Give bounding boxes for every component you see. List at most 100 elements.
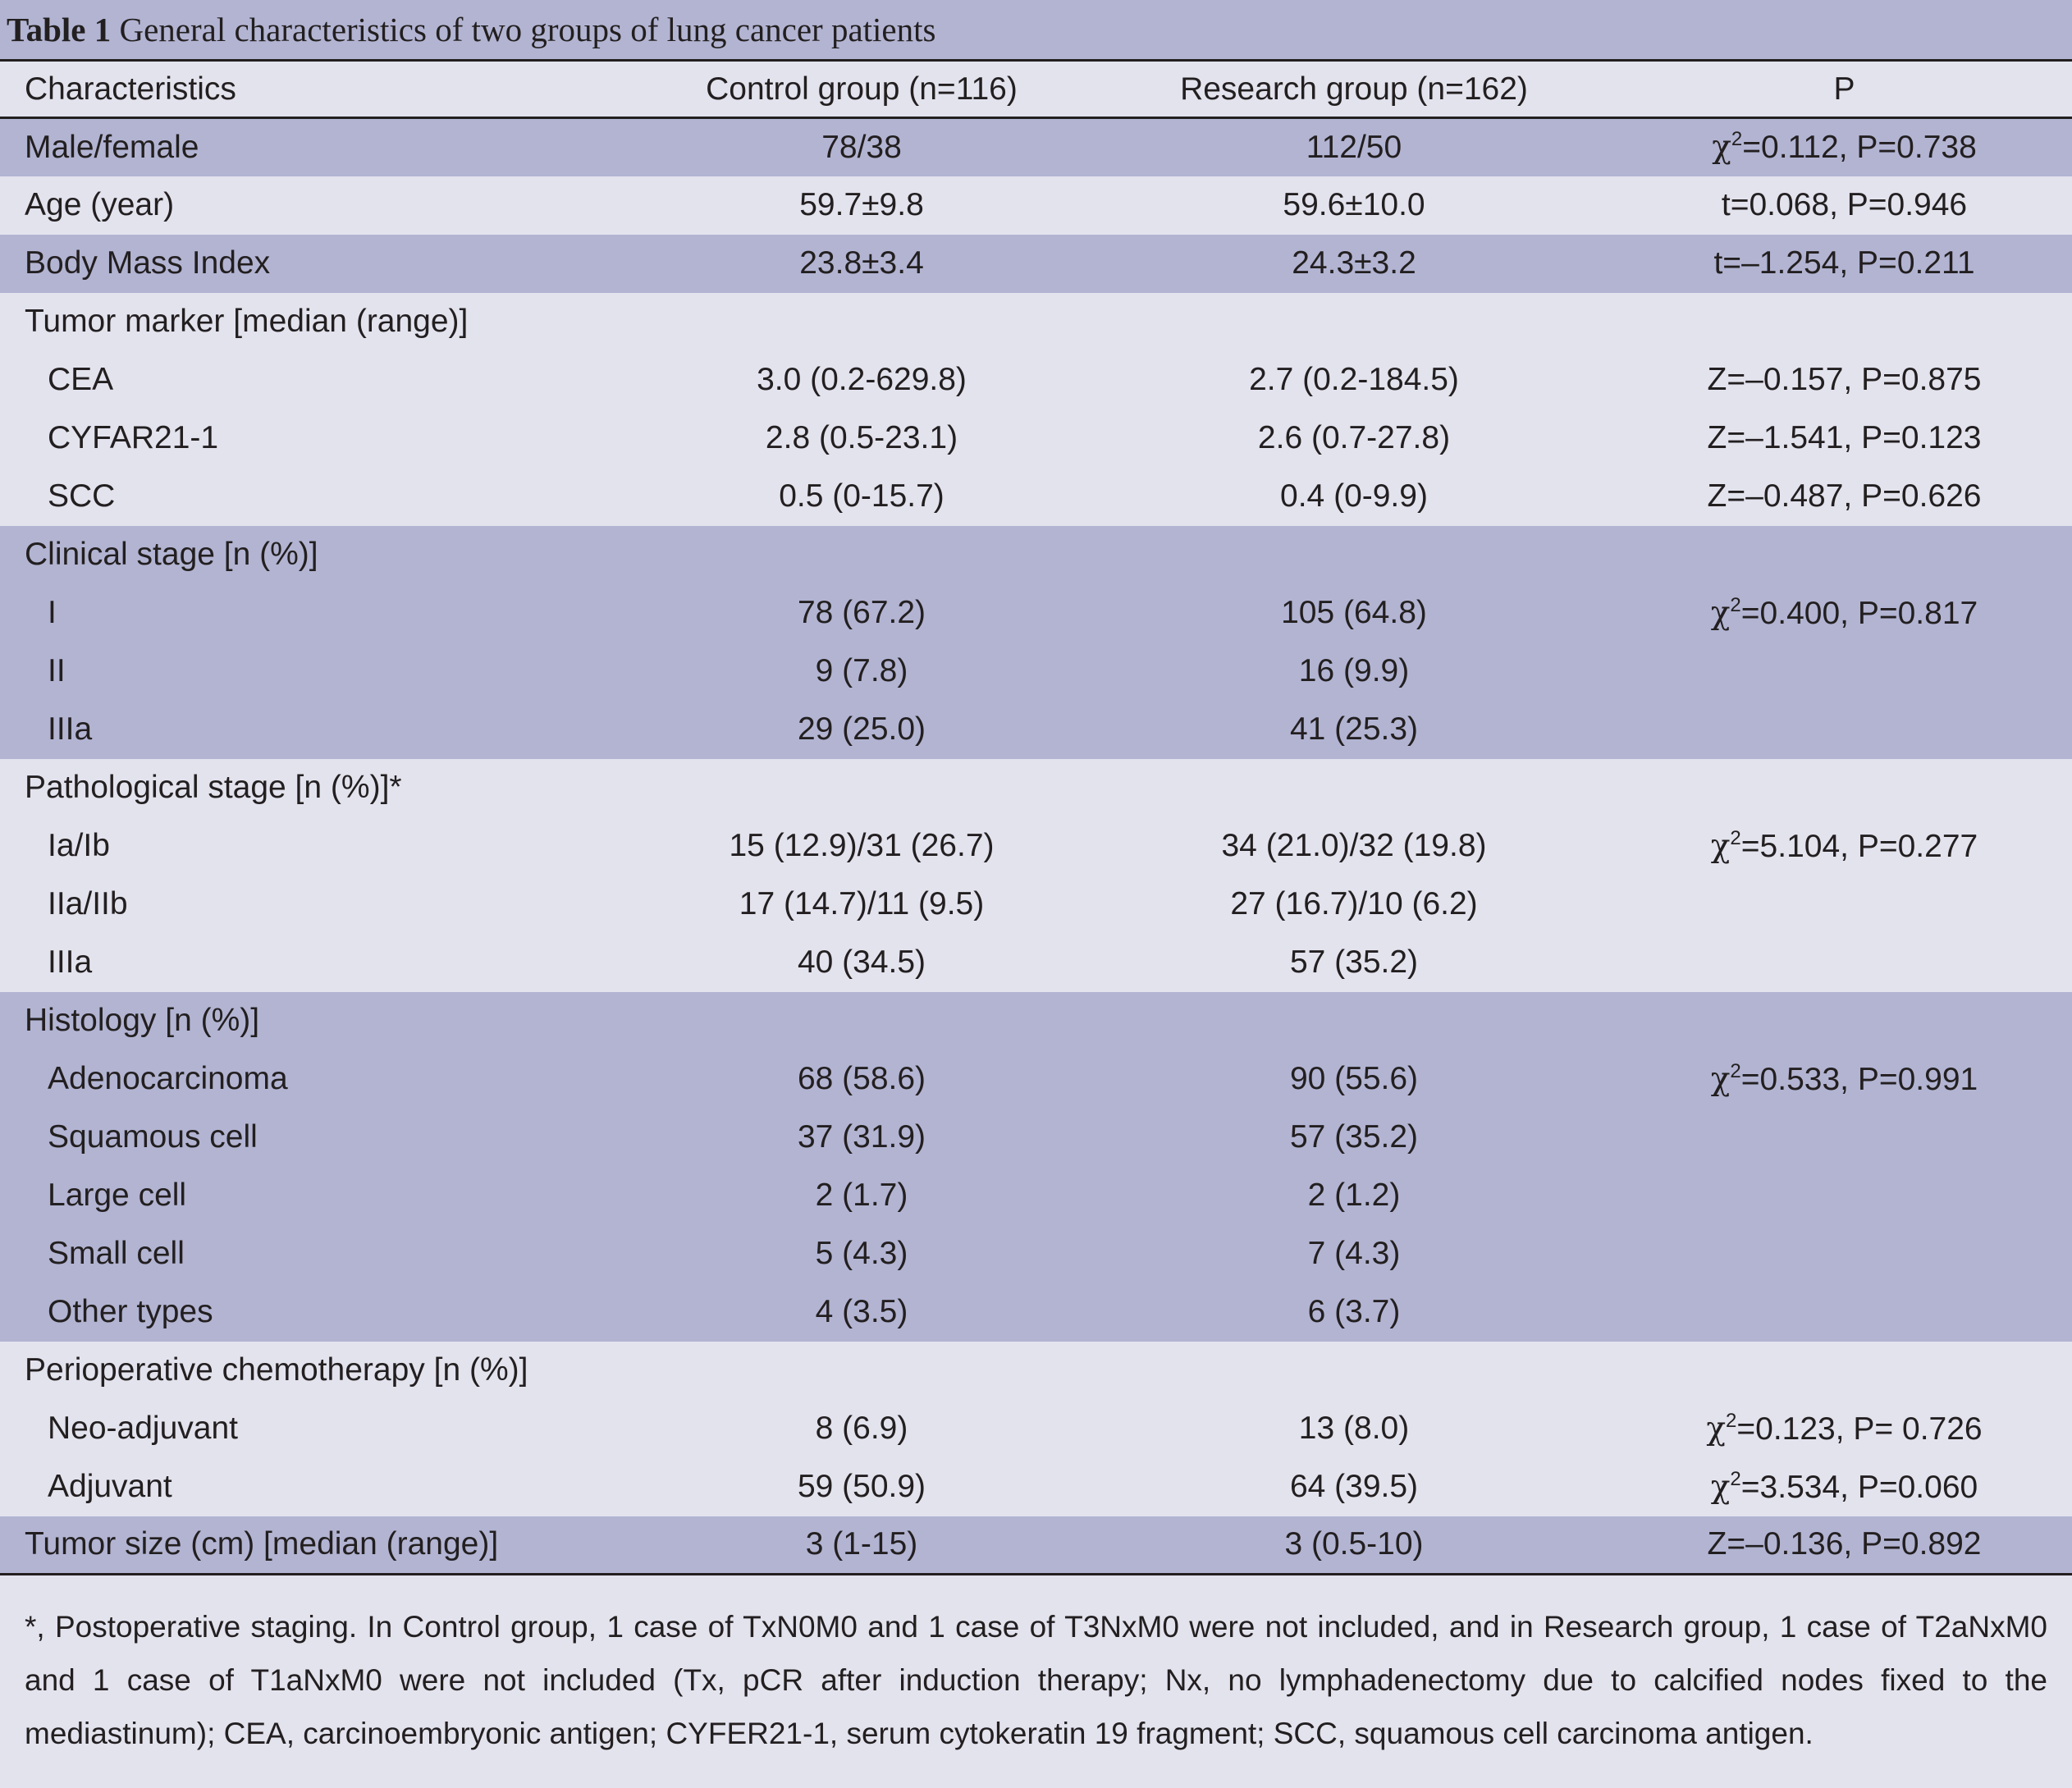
p-value-text: =3.534, P=0.060 [1740, 1469, 1978, 1505]
characteristic-label: Tumor size (cm) [median (range)] [25, 1526, 499, 1562]
header-control-group: Control group (n=116) [706, 71, 1018, 107]
p-value-cell: χ2=0.400, P=0.817 [1617, 584, 2072, 642]
p-value-cell [1617, 876, 2072, 934]
p-value-text: =0.112, P=0.738 [1742, 130, 1977, 166]
table-row: Adjuvant 59 (50.9) 64 (39.5) χ2=3.534, P=0.… [0, 1457, 2072, 1516]
table-row: CYFAR21-1 2.8 (0.5-23.1) 2.6 (0.7-27.8) Z=–… [0, 409, 2072, 468]
research-group-value [1091, 293, 1617, 351]
p-value-cell [1617, 759, 2072, 817]
research-group-value: 3 (0.5-10) [1284, 1526, 1424, 1562]
chi-square-exponent: 2 [1726, 1409, 1737, 1432]
control-group-value [632, 293, 1091, 351]
characteristic-label: SCC [48, 478, 116, 514]
table-row: CEA 3.0 (0.2-629.8) 2.7 (0.2-184.5) Z=–0.15… [0, 350, 2072, 409]
research-group-value: 13 (8.0) [1298, 1411, 1410, 1446]
research-group-value: 27 (16.7)/10 (6.2) [1230, 886, 1478, 921]
p-value-text: =0.533, P=0.991 [1740, 1061, 1978, 1097]
characteristic-label: Neo-adjuvant [48, 1411, 238, 1446]
characteristic-label: Male/female [25, 129, 199, 165]
control-group-value: 8 (6.9) [815, 1411, 908, 1446]
chi-square-exponent: 2 [1730, 1467, 1741, 1490]
characteristic-label: Pathological stage [n (%)]* [25, 770, 402, 805]
characteristics-table: Characteristics Control group (n=116) Re… [0, 59, 2072, 1575]
chi-square-exponent: 2 [1730, 1059, 1741, 1082]
characteristic-label: Body Mass Index [25, 245, 271, 281]
research-group-value: 57 (35.2) [1289, 944, 1419, 980]
characteristic-label: Age (year) [25, 187, 175, 222]
table-row: IIIa 29 (25.0) 41 (25.3) [0, 700, 2072, 759]
control-group-value: 23.8±3.4 [799, 245, 924, 281]
p-value-cell: Z=–0.157, P=0.875 [1707, 362, 1982, 397]
p-value-cell: χ2=0.123, P= 0.726 [1617, 1400, 2072, 1458]
research-group-value: 0.4 (0-9.9) [1280, 478, 1428, 514]
control-group-value: 68 (58.6) [797, 1061, 926, 1096]
research-group-value: 41 (25.3) [1289, 711, 1419, 747]
characteristic-label: Adenocarcinoma [48, 1061, 288, 1096]
chi-square-symbol: χ [1710, 594, 1731, 632]
characteristic-label: Other types [48, 1294, 213, 1329]
table-row: Squamous cell 37 (31.9) 57 (35.2) [0, 1108, 2072, 1167]
table-row: Ia/Ib 15 (12.9)/31 (26.7) 34 (21.0)/32 (19… [0, 816, 2072, 876]
chi-square-exponent: 2 [1730, 593, 1741, 616]
control-group-value: 5 (4.3) [815, 1236, 908, 1271]
control-group-value: 4 (3.5) [815, 1294, 908, 1329]
characteristic-label: IIIa [48, 944, 93, 980]
research-group-value [1091, 1342, 1617, 1400]
p-value-cell [1617, 1225, 2072, 1283]
control-group-value [632, 1342, 1091, 1400]
table-row: II 9 (7.8) 16 (9.9) [0, 642, 2072, 701]
characteristic-label: I [48, 595, 57, 630]
table-row: IIa/IIb 17 (14.7)/11 (9.5) 27 (16.7)/10 (6… [0, 875, 2072, 934]
header-p-value: P [1833, 71, 1855, 107]
chi-square-symbol: χ [1710, 1468, 1731, 1506]
characteristic-label: Adjuvant [48, 1469, 172, 1504]
p-value-text: =5.104, P=0.277 [1740, 828, 1978, 864]
control-group-value: 29 (25.0) [797, 711, 926, 747]
p-value-cell [1617, 1342, 2072, 1400]
p-value-cell: χ2=0.533, P=0.991 [1617, 1050, 2072, 1109]
table-row: Male/female 78/38 112/50 χ2=0.112, P=0.738 [0, 117, 2072, 176]
control-group-value: 2 (1.7) [815, 1178, 908, 1213]
p-value-cell: χ2=0.112, P=0.738 [1617, 118, 2072, 176]
p-value-cell: t=0.068, P=0.946 [1721, 187, 1968, 222]
control-group-value: 17 (14.7)/11 (9.5) [739, 886, 985, 921]
research-group-value: 105 (64.8) [1281, 595, 1427, 630]
control-group-value: 0.5 (0-15.7) [779, 478, 945, 514]
control-group-value: 78 (67.2) [797, 595, 926, 630]
table-row: Tumor size (cm) [median (range)] 3 (1-15)… [0, 1516, 2072, 1575]
table-row: Tumor marker [median (range)] [0, 292, 2072, 351]
research-group-value [1091, 759, 1617, 817]
table-caption-title: General characteristics of two groups of… [119, 11, 936, 48]
research-group-value: 64 (39.5) [1289, 1469, 1419, 1504]
p-value-cell [1617, 642, 2072, 701]
characteristic-label: CEA [48, 362, 114, 397]
characteristic-label: Small cell [48, 1236, 185, 1271]
research-group-value: 2 (1.2) [1307, 1178, 1401, 1213]
control-group-value: 3 (1-15) [805, 1526, 918, 1562]
chi-square-symbol: χ [1710, 827, 1731, 865]
p-value-text: =0.400, P=0.817 [1740, 595, 1978, 631]
characteristic-label: IIIa [48, 711, 93, 747]
chi-square-exponent: 2 [1731, 128, 1743, 151]
chi-square-symbol: χ [1706, 1410, 1726, 1447]
header-characteristics: Characteristics [25, 71, 236, 107]
table-row: Perioperative chemotherapy [n (%)] [0, 1341, 2072, 1400]
p-value-cell [1617, 526, 2072, 584]
table-footnote: *, Postoperative staging. In Control gro… [25, 1610, 2047, 1750]
table-row: Body Mass Index 23.8±3.4 24.3±3.2 t=–1.254,… [0, 234, 2072, 293]
characteristic-label: Histology [n (%)] [25, 1003, 260, 1038]
table-row: Neo-adjuvant 8 (6.9) 13 (8.0) χ2=0.123, P= … [0, 1399, 2072, 1458]
p-value-cell: Z=–1.541, P=0.123 [1707, 420, 1982, 455]
table-row: Histology [n (%)] [0, 991, 2072, 1050]
research-group-value: 24.3±3.2 [1292, 245, 1416, 281]
table-row: Other types 4 (3.5) 6 (3.7) [0, 1283, 2072, 1342]
table-caption: Table 1 General characteristics of two g… [0, 0, 2072, 59]
characteristic-label: CYFAR21-1 [48, 420, 219, 455]
research-group-value: 7 (4.3) [1307, 1236, 1401, 1271]
characteristic-label: II [48, 653, 66, 688]
control-group-value [632, 526, 1091, 584]
p-value-cell [1617, 701, 2072, 759]
chi-square-exponent: 2 [1730, 826, 1741, 849]
p-value-cell: Z=–0.487, P=0.626 [1707, 478, 1982, 514]
